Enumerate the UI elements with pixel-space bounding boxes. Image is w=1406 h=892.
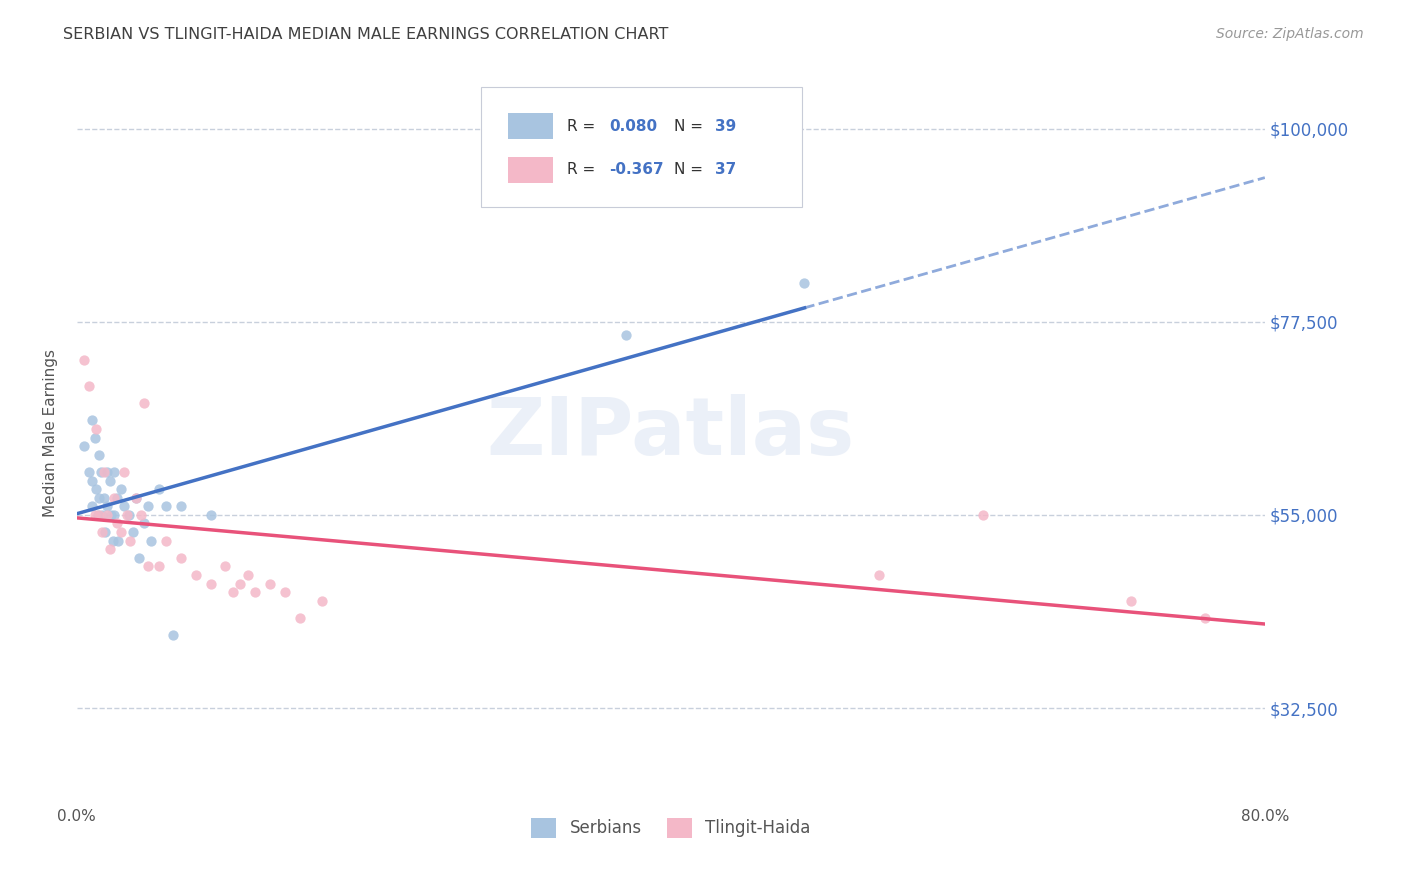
- Point: [103, 491, 125, 505]
- Point: [86, 508, 108, 522]
- Point: [77, 379, 100, 393]
- Point: [117, 508, 139, 522]
- Text: -0.367: -0.367: [609, 162, 664, 178]
- Point: [122, 524, 145, 539]
- Point: [98, 474, 121, 488]
- Text: 37: 37: [714, 162, 737, 178]
- Point: [80, 500, 103, 514]
- Y-axis label: Median Male Earnings: Median Male Earnings: [44, 350, 58, 517]
- Point: [170, 550, 193, 565]
- Text: N =: N =: [675, 162, 709, 178]
- Point: [100, 508, 122, 522]
- Point: [236, 568, 259, 582]
- Point: [112, 465, 135, 479]
- Text: R =: R =: [568, 119, 600, 134]
- Point: [311, 593, 333, 607]
- Point: [136, 559, 159, 574]
- Point: [184, 568, 207, 582]
- Point: [288, 611, 311, 625]
- Point: [120, 533, 142, 548]
- Point: [148, 559, 170, 574]
- Point: [105, 491, 128, 505]
- Point: [132, 516, 155, 531]
- Point: [105, 516, 128, 531]
- Point: [77, 465, 100, 479]
- Point: [110, 524, 132, 539]
- Point: [222, 585, 245, 599]
- Point: [96, 465, 118, 479]
- Point: [101, 533, 124, 548]
- Text: ZIPatlas: ZIPatlas: [486, 394, 855, 473]
- Point: [90, 465, 112, 479]
- Point: [214, 559, 236, 574]
- Point: [155, 500, 177, 514]
- Point: [170, 500, 193, 514]
- Point: [162, 628, 184, 642]
- Point: [868, 568, 890, 582]
- Point: [84, 482, 107, 496]
- Bar: [508, 157, 553, 183]
- Legend: Serbians, Tlingit-Haida: Serbians, Tlingit-Haida: [524, 811, 817, 845]
- Point: [200, 576, 222, 591]
- Point: [229, 576, 252, 591]
- Point: [1121, 593, 1143, 607]
- Point: [793, 276, 815, 290]
- Point: [94, 524, 117, 539]
- Point: [93, 465, 115, 479]
- Point: [83, 508, 105, 522]
- Point: [89, 508, 111, 522]
- Point: [1194, 611, 1216, 625]
- Point: [96, 500, 118, 514]
- Point: [80, 474, 103, 488]
- Point: [89, 491, 111, 505]
- Point: [274, 585, 297, 599]
- Point: [103, 508, 125, 522]
- Point: [129, 508, 152, 522]
- Point: [91, 508, 114, 522]
- Point: [91, 524, 114, 539]
- Point: [200, 508, 222, 522]
- Point: [89, 448, 111, 462]
- Point: [614, 327, 637, 342]
- Point: [148, 482, 170, 496]
- Text: SERBIAN VS TLINGIT-HAIDA MEDIAN MALE EARNINGS CORRELATION CHART: SERBIAN VS TLINGIT-HAIDA MEDIAN MALE EAR…: [63, 27, 669, 42]
- FancyBboxPatch shape: [481, 87, 801, 207]
- Point: [972, 508, 994, 522]
- Point: [96, 508, 118, 522]
- Point: [125, 491, 148, 505]
- Point: [73, 439, 96, 453]
- Point: [128, 550, 150, 565]
- Text: N =: N =: [675, 119, 709, 134]
- Text: R =: R =: [568, 162, 600, 178]
- Point: [84, 422, 107, 436]
- Point: [73, 353, 96, 368]
- Point: [118, 508, 141, 522]
- Point: [98, 542, 121, 557]
- Point: [93, 491, 115, 505]
- Point: [136, 500, 159, 514]
- Point: [132, 396, 155, 410]
- Point: [125, 491, 148, 505]
- Point: [259, 576, 281, 591]
- Point: [83, 431, 105, 445]
- Point: [110, 482, 132, 496]
- Point: [80, 413, 103, 427]
- Point: [243, 585, 266, 599]
- Text: Source: ZipAtlas.com: Source: ZipAtlas.com: [1216, 27, 1364, 41]
- Point: [139, 533, 162, 548]
- Point: [155, 533, 177, 548]
- Point: [112, 500, 135, 514]
- Bar: [508, 113, 553, 139]
- Point: [107, 533, 129, 548]
- Point: [103, 465, 125, 479]
- Text: 0.080: 0.080: [609, 119, 657, 134]
- Text: 39: 39: [714, 119, 737, 134]
